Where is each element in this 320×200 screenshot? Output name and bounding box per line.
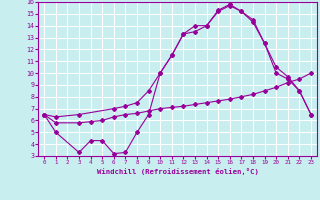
X-axis label: Windchill (Refroidissement éolien,°C): Windchill (Refroidissement éolien,°C) bbox=[97, 168, 259, 175]
